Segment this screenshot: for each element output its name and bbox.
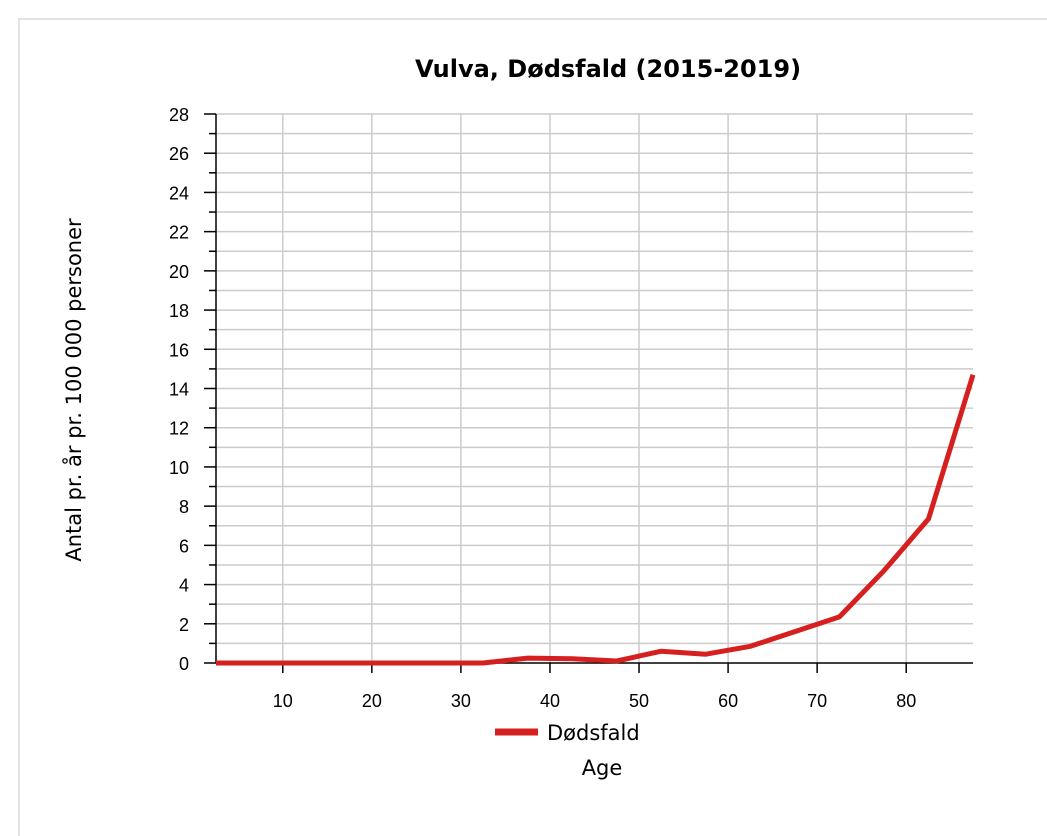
y-tick-label: 22 xyxy=(169,223,189,243)
y-tick-label: 0 xyxy=(179,654,189,674)
x-tick-label: 40 xyxy=(540,691,560,711)
y-tick-label: 28 xyxy=(169,105,189,125)
x-tick-label: 70 xyxy=(807,691,827,711)
y-tick-label: 12 xyxy=(169,419,189,439)
y-axis-label: Antal pr. år pr. 100 000 personer xyxy=(61,218,86,562)
y-tick-label: 2 xyxy=(179,615,189,635)
x-ticks: 10 20 30 40 50 60 70 80 xyxy=(273,663,916,711)
x-tick-label: 50 xyxy=(629,691,649,711)
y-tick-label: 14 xyxy=(169,380,189,400)
x-tick-label: 80 xyxy=(896,691,916,711)
x-tick-label: 30 xyxy=(451,691,471,711)
chart-frame xyxy=(18,18,1047,836)
x-tick-label: 20 xyxy=(362,691,382,711)
y-tick-label: 26 xyxy=(169,144,189,164)
y-tick-label: 4 xyxy=(179,576,189,596)
y-tick-label: 10 xyxy=(169,458,189,478)
series-line-0 xyxy=(216,374,976,666)
y-tick-label: 6 xyxy=(179,536,189,556)
x-tick-label: 60 xyxy=(718,691,738,711)
y-tick-label: 20 xyxy=(169,262,189,282)
x-axis-label: Age xyxy=(582,756,623,780)
y-tick-label: 18 xyxy=(169,301,189,321)
y-tick-label: 16 xyxy=(169,340,189,360)
legend: Dødsfald xyxy=(495,721,640,745)
series-layer xyxy=(216,374,976,666)
legend-label-dodsfald: Dødsfald xyxy=(547,721,640,745)
grid xyxy=(216,113,973,663)
y-tick-label: 24 xyxy=(169,183,189,203)
x-tick-label: 10 xyxy=(273,691,293,711)
y-tick-label: 8 xyxy=(179,497,189,517)
chart-title: Vulva, Dødsfald (2015-2019) xyxy=(415,55,801,83)
